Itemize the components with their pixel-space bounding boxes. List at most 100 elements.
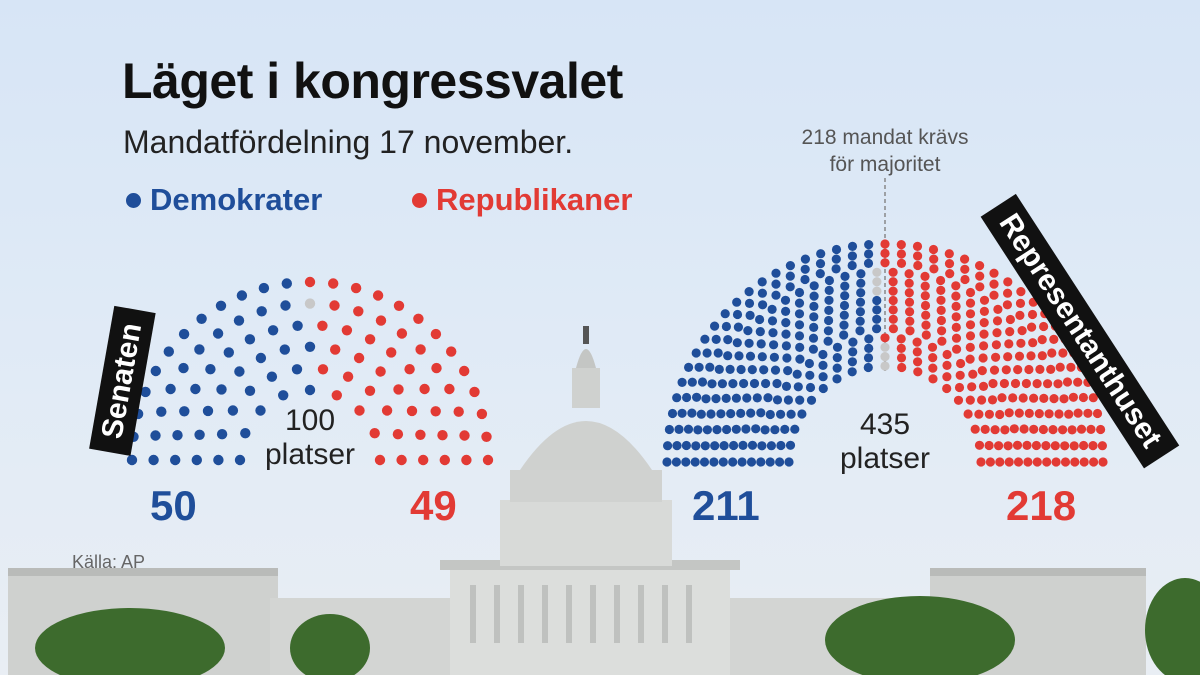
house-seat-republican xyxy=(1047,348,1057,358)
house-seat-democrat xyxy=(710,321,720,331)
house-seat-democrat xyxy=(815,269,825,279)
house-seat-democrat xyxy=(823,326,834,336)
house-seat-republican xyxy=(1062,377,1073,387)
house-seat-democrat xyxy=(734,351,744,361)
house-seat-republican xyxy=(1001,365,1011,375)
house-seat-democrat xyxy=(757,277,767,287)
house-seat-republican xyxy=(976,457,986,467)
house-seat-republican xyxy=(1055,362,1065,372)
house-seat-democrat xyxy=(776,440,786,451)
house-seat-republican xyxy=(1003,352,1013,362)
house-seat-democrat xyxy=(749,378,760,389)
house-seat-republican xyxy=(1034,409,1044,419)
house-seat-republican xyxy=(928,374,938,384)
senate-seat-democrat xyxy=(227,405,239,416)
house-seat-republican xyxy=(1005,314,1016,325)
house-seat-democrat xyxy=(805,370,815,380)
house-seat-republican xyxy=(896,240,906,250)
house-seat-republican xyxy=(951,333,962,343)
house-seat-republican xyxy=(968,369,978,379)
house-seat-republican xyxy=(1097,441,1107,451)
house-seat-democrat xyxy=(709,457,719,467)
house-seat-republican xyxy=(904,278,914,288)
house-seat-democrat xyxy=(722,424,732,435)
house-seat-democrat xyxy=(795,342,805,352)
senate-seat-democrat xyxy=(202,405,214,417)
house-seat-democrat xyxy=(847,260,857,271)
house-seat-democrat xyxy=(783,395,794,405)
house-seat-republican xyxy=(1004,339,1014,349)
house-seat-democrat xyxy=(694,362,704,372)
house-seat-undecided xyxy=(872,267,882,277)
house-seat-democrat xyxy=(681,440,692,451)
senate-seat-democrat xyxy=(240,428,251,439)
senate-seat-democrat xyxy=(278,390,289,401)
house-seat-democrat xyxy=(733,322,744,332)
house-seat-republican xyxy=(1008,393,1018,403)
legend-democrats: Demokrater xyxy=(126,182,322,218)
senate-seat-republican xyxy=(374,454,386,466)
house-seat-democrat xyxy=(797,409,807,419)
house-seat-republican xyxy=(897,362,907,373)
house-seat-democrat xyxy=(805,382,816,393)
house-seat-democrat xyxy=(864,249,874,259)
legend-republicans: Republikaner xyxy=(412,182,632,218)
house-seat-democrat xyxy=(746,408,756,418)
senate-seat-democrat xyxy=(244,334,256,345)
house-seat-democrat xyxy=(757,441,767,451)
house-seat-democrat xyxy=(759,365,769,375)
house-seat-democrat xyxy=(737,457,747,467)
house-seat-republican xyxy=(951,312,961,322)
house-seat-republican xyxy=(928,353,938,363)
republican-dot-icon xyxy=(412,192,427,208)
house-seat-democrat xyxy=(771,279,781,289)
house-seat-republican xyxy=(1015,298,1026,308)
house-seat-republican xyxy=(921,320,931,330)
subtitle: Mandatfördelning 17 november. xyxy=(123,124,574,160)
house-seat-republican xyxy=(978,381,989,391)
house-seat-republican xyxy=(1041,441,1051,451)
house-seat-republican xyxy=(954,382,965,393)
house-seat-republican xyxy=(921,330,931,340)
house-seat-republican xyxy=(942,372,952,382)
house-seat-democrat xyxy=(840,271,850,281)
senate-seat-democrat xyxy=(148,454,159,466)
house-seat-republican xyxy=(921,310,931,320)
house-seat-democrat xyxy=(745,310,755,320)
house-seat-republican xyxy=(1088,441,1098,451)
house-seat-democrat xyxy=(732,309,743,320)
senate-seat-republican xyxy=(396,454,407,466)
senate-seat-republican xyxy=(304,276,316,288)
house-seat-republican xyxy=(1089,457,1099,467)
house-seat-republican xyxy=(920,271,930,281)
senate-democrat-count: 50 xyxy=(150,482,197,529)
house-seat-republican xyxy=(896,249,907,259)
house-republican-count: 218 xyxy=(1006,482,1077,529)
house-seat-undecided xyxy=(880,361,890,371)
house-seat-republican xyxy=(1010,378,1021,389)
house-seat-republican xyxy=(1026,351,1036,361)
senate-seat-democrat xyxy=(223,347,234,358)
house-seat-democrat xyxy=(756,408,766,418)
house-seat-democrat xyxy=(725,364,735,374)
house-seat-democrat xyxy=(848,337,858,347)
senate-seat-democrat xyxy=(212,328,224,339)
house-seat-republican xyxy=(912,337,922,347)
senate-seat-republican xyxy=(469,386,480,398)
house-seat-republican xyxy=(1016,287,1026,297)
senate-republican-count: 49 xyxy=(410,482,457,529)
house-seat-democrat xyxy=(728,457,738,467)
house-seat-democrat xyxy=(687,377,697,387)
house-seat-republican xyxy=(1053,379,1063,389)
house-seat-republican xyxy=(989,290,999,300)
house-seat-republican xyxy=(1004,408,1014,418)
senate-seat-democrat xyxy=(255,405,266,416)
house-seat-republican xyxy=(1000,425,1010,435)
house-seat-republican xyxy=(1015,310,1025,320)
house-seat-democrat xyxy=(755,314,765,325)
house-seat-democrat xyxy=(847,241,858,251)
house-seat-republican xyxy=(965,331,976,341)
senate-seat-democrat xyxy=(233,315,245,326)
house-seat-democrat xyxy=(795,354,805,364)
senate-seat-democrat xyxy=(170,454,181,466)
